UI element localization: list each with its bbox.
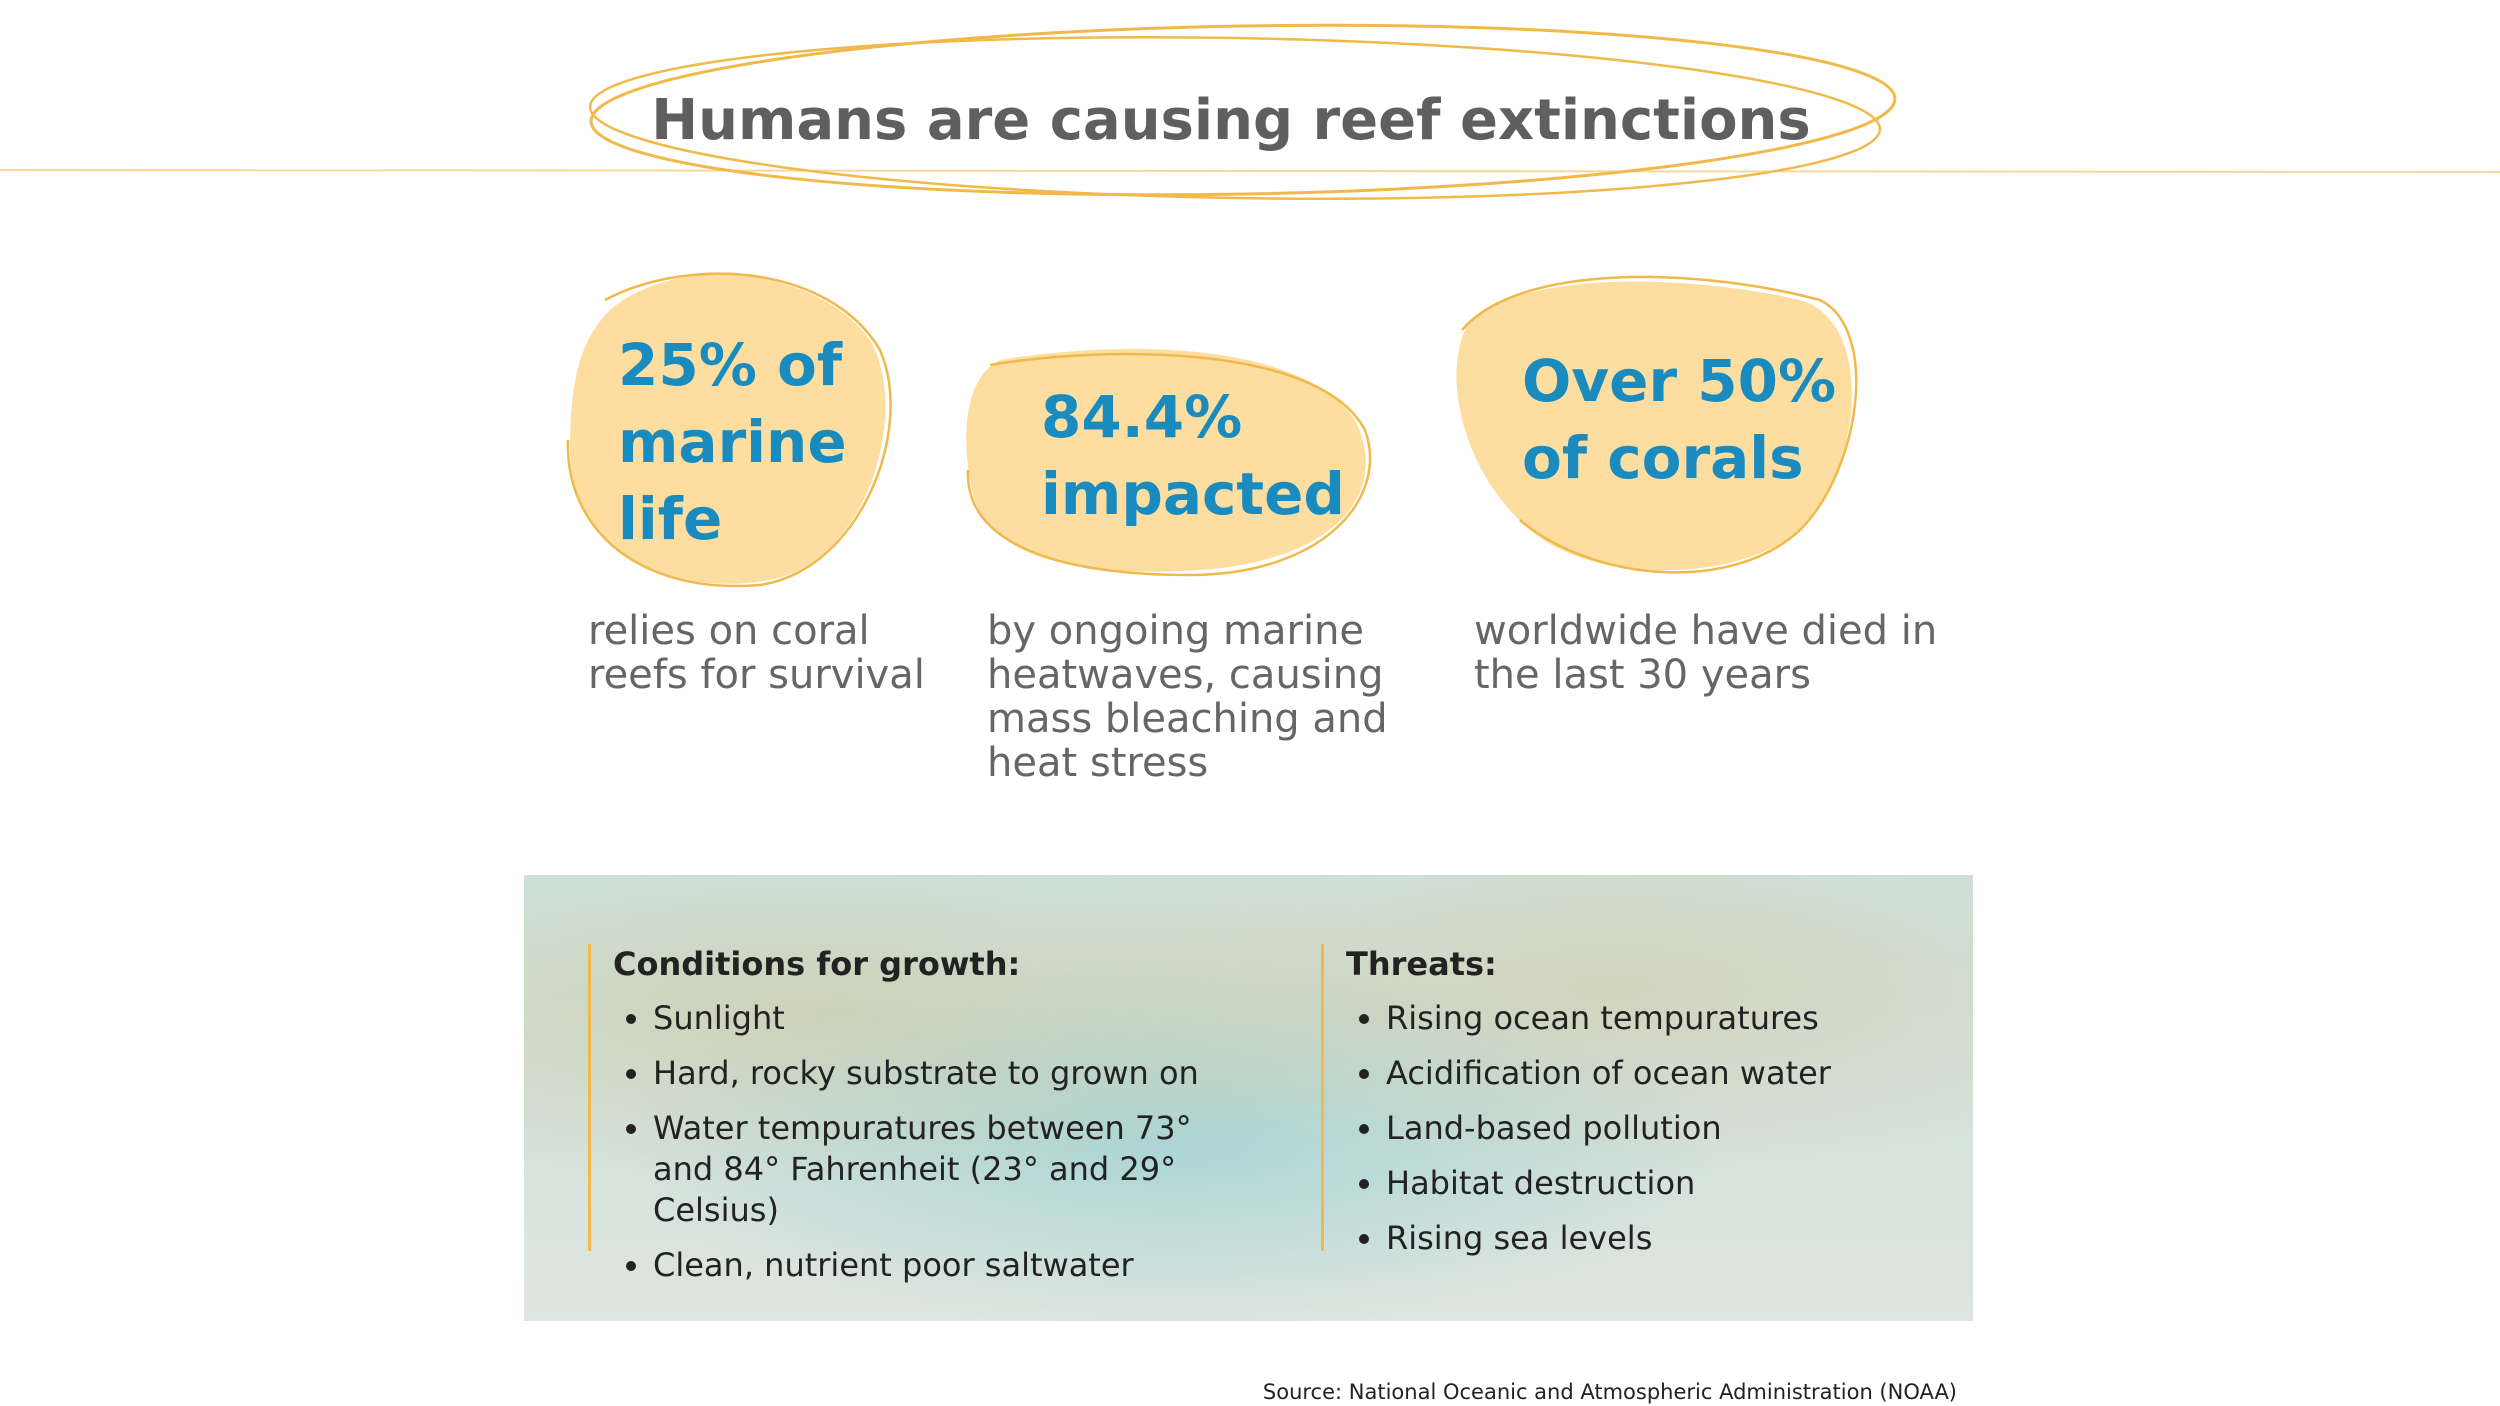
stat-headline: 84.4% impacted bbox=[1041, 383, 1345, 528]
conditions-list: Sunlight Hard, rocky substrate to grown o… bbox=[613, 998, 1253, 1286]
stat-description: worldwide have died in the last 30 years bbox=[1474, 608, 1938, 698]
list-item: Rising ocean tempuratures bbox=[1386, 998, 1906, 1039]
list-item: Hard, rocky substrate to grown on bbox=[653, 1053, 1253, 1094]
threats-list: Rising ocean tempuratures Acidification o… bbox=[1346, 998, 1906, 1259]
conditions-column: Conditions for growth: Sunlight Hard, roc… bbox=[588, 944, 1253, 1284]
list-item: Clean, nutrient poor saltwater bbox=[653, 1245, 1253, 1286]
list-item: Rising sea levels bbox=[1386, 1218, 1906, 1259]
list-item: Habitat destruction bbox=[1386, 1163, 1906, 1204]
list-item: Land-based pollution bbox=[1386, 1108, 1906, 1149]
info-panel bbox=[524, 875, 1973, 1321]
stat-description: relies on coral reefs for survival bbox=[588, 608, 925, 698]
stat-headline: 25% of marine life bbox=[618, 331, 847, 553]
threats-column: Threats: Rising ocean tempuratures Acidif… bbox=[1321, 944, 1906, 1257]
list-item: Sunlight bbox=[653, 998, 1253, 1039]
threats-heading: Threats: bbox=[1346, 945, 1497, 983]
list-item: Water tempuratures between 73° and 84° F… bbox=[653, 1108, 1253, 1231]
title: Humans are causing reef extinctions bbox=[651, 88, 1811, 153]
conditions-heading: Conditions for growth: bbox=[613, 945, 1021, 983]
source: Source: National Oceanic and Atmospheric… bbox=[1262, 1380, 1957, 1404]
stat-description: by ongoing marine heatwaves, causing mas… bbox=[987, 608, 1388, 786]
list-item: Acidification of ocean water bbox=[1386, 1053, 1906, 1094]
stat-headline: Over 50% of corals bbox=[1522, 347, 1837, 492]
